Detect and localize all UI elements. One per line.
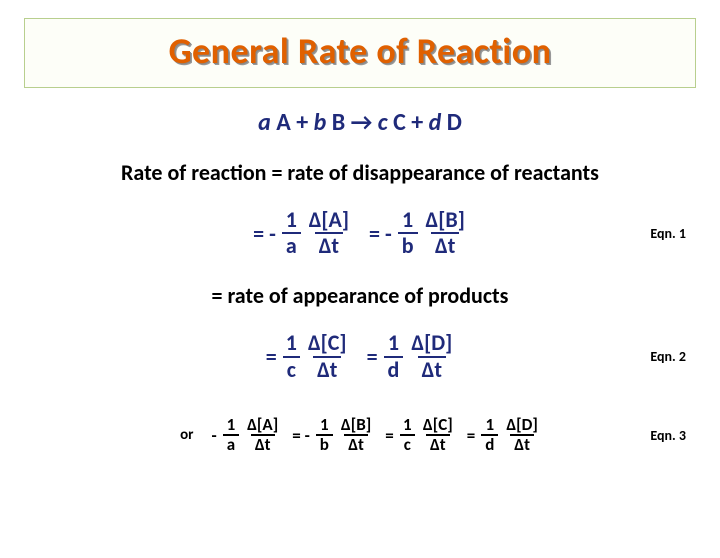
coef-c: c (378, 108, 388, 137)
frac-1-d: 1 d (384, 331, 404, 381)
num-1b: 1 (400, 208, 415, 232)
eq-3d: = (467, 425, 475, 446)
eqn3-term-B: = - 1 b Δ[B] Δt (292, 416, 373, 455)
den-dt-1: Δt (315, 232, 343, 258)
species-C: C (393, 108, 406, 137)
den3-dt-a: Δt (251, 434, 275, 455)
eqn2-label: Eqn. 2 (650, 348, 686, 365)
plus-1: + (296, 108, 308, 137)
num-1: 1 (284, 208, 299, 232)
eqn3-row: or - 1 a Δ[A] Δt = - 1 b Δ[B] Δt = 1 c Δ… (0, 416, 720, 455)
eqminus-1: = - (253, 220, 276, 247)
eqn2-term-D: = 1 d Δ[D] Δt (367, 331, 455, 381)
num-dB: Δ[B] (424, 208, 467, 232)
statement-appearance: = rate of appearance of products (0, 282, 720, 309)
frac3-dD-dt: Δ[D] Δt (504, 416, 540, 455)
or-label: or (180, 426, 193, 444)
num-dA: Δ[A] (307, 208, 351, 232)
species-B: B (332, 108, 345, 137)
frac-dD-dt: Δ[D] Δt (409, 331, 454, 381)
eqn3-label: Eqn. 3 (650, 427, 686, 444)
num-1c: 1 (284, 331, 299, 355)
eqn2-row: = 1 c Δ[C] Δt = 1 d Δ[D] Δt Eqn. 2 (0, 331, 720, 381)
statement-disappearance: Rate of reaction = rate of disappearance… (0, 159, 720, 186)
den-b: b (398, 232, 418, 258)
eqminus-2: = - (369, 220, 392, 247)
num-1d: 1 (386, 331, 401, 355)
den3-b: b (316, 434, 333, 455)
num3-dB: Δ[B] (339, 416, 373, 435)
den-dt-3: Δt (313, 356, 341, 382)
num3-dD: Δ[D] (504, 416, 540, 435)
coef-a: a (258, 108, 271, 137)
num3-dC: Δ[C] (421, 416, 455, 435)
frac3-1-a: 1 a (223, 416, 239, 455)
species-D: D (447, 108, 462, 137)
num3-1a: 1 (225, 416, 238, 435)
eqn2-term-C: = 1 c Δ[C] Δt (266, 331, 349, 381)
frac3-dC-dt: Δ[C] Δt (421, 416, 455, 455)
eqn3-term-D: = 1 d Δ[D] Δt (467, 416, 540, 455)
num3-1c: 1 (401, 416, 414, 435)
frac-dC-dt: Δ[C] Δt (306, 331, 349, 381)
den-c: c (283, 356, 300, 382)
frac-1-b: 1 b (398, 208, 418, 258)
reaction-equation: a A + b B → c C + d D (0, 108, 720, 137)
den3-dt-c: Δt (426, 434, 450, 455)
num-dC: Δ[C] (306, 331, 349, 355)
eqn1-row: = - 1 a Δ[A] Δt = - 1 b Δ[B] Δt Eqn. 1 (0, 208, 720, 258)
den-d: d (384, 356, 404, 382)
den3-d: d (481, 434, 498, 455)
eqn3-term-A: - 1 a Δ[A] Δt (211, 416, 280, 455)
frac-1-c: 1 c (283, 331, 300, 381)
num3-1d: 1 (483, 416, 496, 435)
title-box: General Rate of Reaction (24, 18, 696, 88)
frac3-dA-dt: Δ[A] Δt (245, 416, 280, 455)
eq-2: = (367, 343, 378, 370)
den-dt-4: Δt (418, 356, 446, 382)
frac3-1-c: 1 c (400, 416, 415, 455)
den3-dt-d: Δt (510, 434, 534, 455)
frac3-dB-dt: Δ[B] Δt (339, 416, 373, 455)
frac3-1-b: 1 b (316, 416, 333, 455)
frac-1-a: 1 a (282, 208, 301, 258)
page-title: General Rate of Reaction (25, 29, 695, 73)
coef-b: b (314, 108, 327, 137)
coef-d: d (429, 108, 442, 137)
frac3-1-d: 1 d (481, 416, 498, 455)
eq-3c: = (385, 425, 393, 446)
num3-dA: Δ[A] (245, 416, 280, 435)
species-A: A (276, 108, 291, 137)
frac-dB-dt: Δ[B] Δt (424, 208, 467, 258)
den3-dt-b: Δt (344, 434, 368, 455)
den-dt-2: Δt (431, 232, 459, 258)
minus-3a: - (211, 425, 216, 446)
eqn1-term-B: = - 1 b Δ[B] Δt (369, 208, 467, 258)
num3-1b: 1 (318, 416, 331, 435)
eq-1: = (266, 343, 277, 370)
den3-c: c (400, 434, 415, 455)
plus-2: + (411, 108, 423, 137)
frac-dA-dt: Δ[A] Δt (307, 208, 351, 258)
arrow: → (351, 108, 373, 137)
eqminus-3b: = - (292, 425, 310, 446)
eqn1-label: Eqn. 1 (650, 225, 686, 242)
num-dD: Δ[D] (409, 331, 454, 355)
den3-a: a (223, 434, 239, 455)
den-a: a (282, 232, 301, 258)
eqn1-term-A: = - 1 a Δ[A] Δt (253, 208, 351, 258)
eqn3-term-C: = 1 c Δ[C] Δt (385, 416, 454, 455)
